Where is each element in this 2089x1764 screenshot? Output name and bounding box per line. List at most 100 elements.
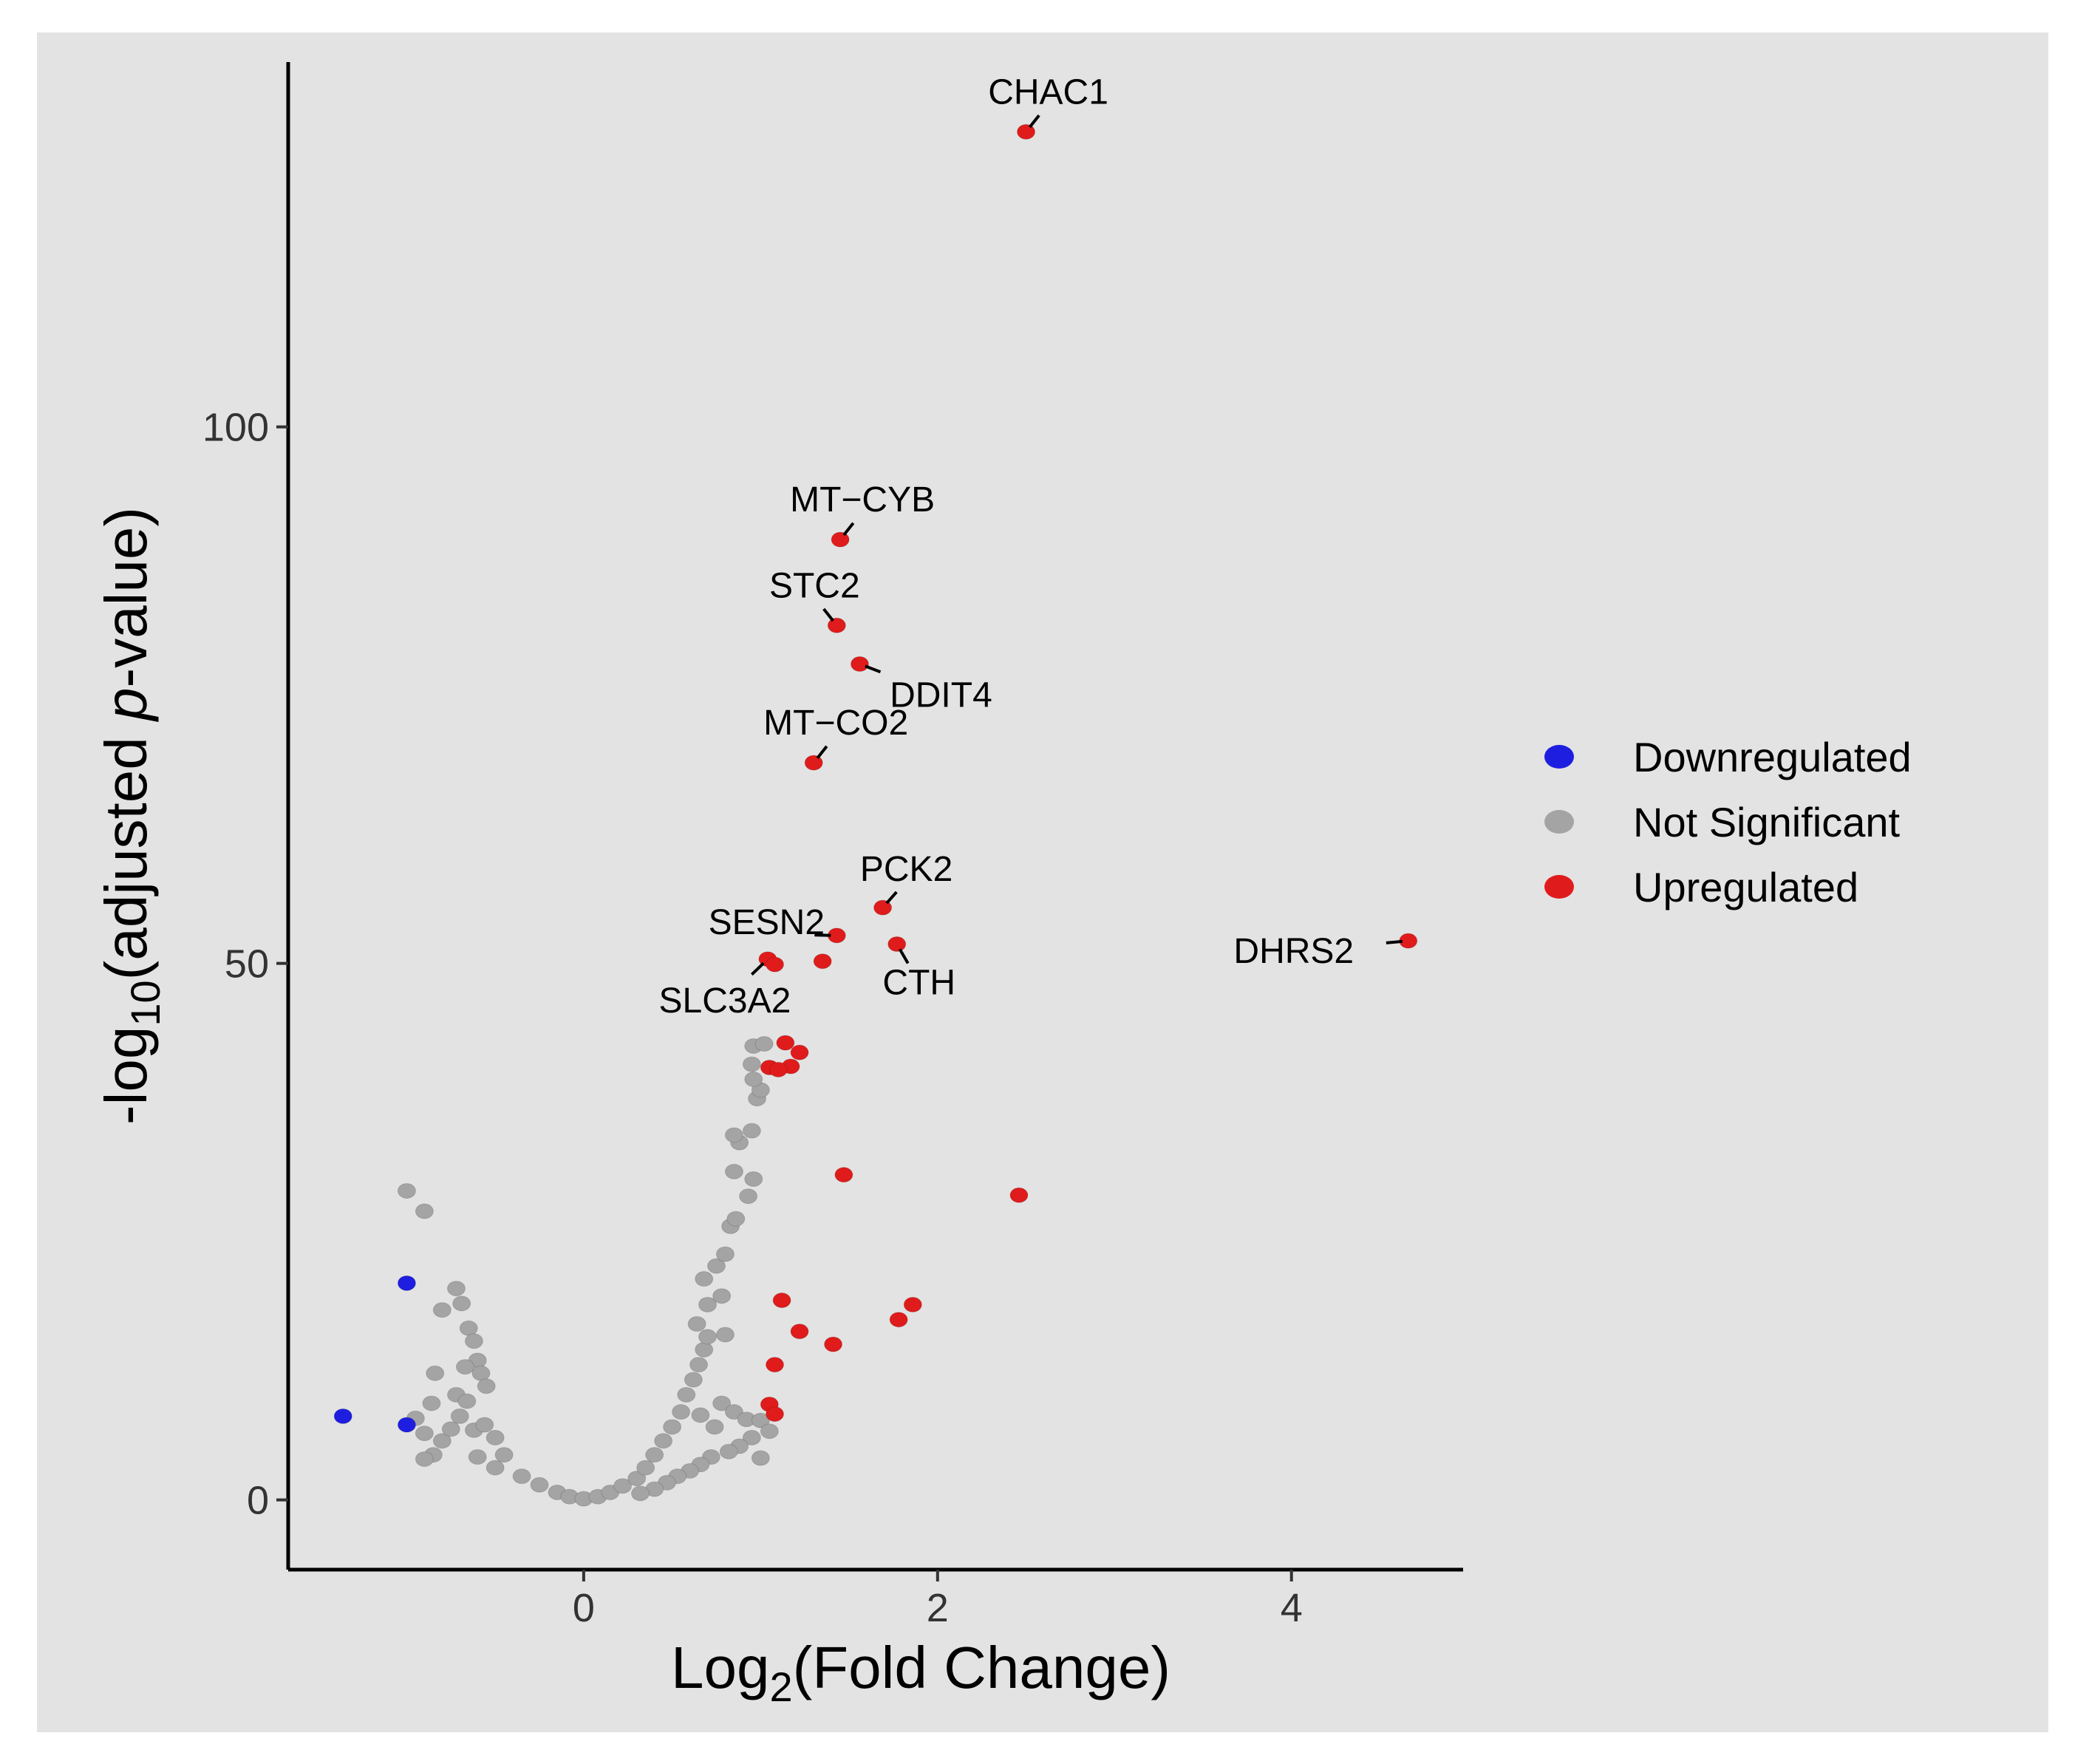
chart-panel: CHAC1 MT−CYB STC2 DDIT4 MT−CO2 PCK2 SESN2 CTH DH…: [37, 33, 2048, 1732]
upregulated-point: [887, 936, 907, 953]
legend-key-not-significant: [1544, 810, 1574, 834]
not-significant-point: [446, 1281, 466, 1297]
y-tick-label: 0: [247, 1479, 269, 1523]
gene-label: PCK2: [860, 850, 953, 889]
not-significant-point: [464, 1333, 483, 1349]
not-significant-point: [441, 1421, 460, 1437]
not-significant-point: [724, 1127, 743, 1143]
not-significant-point: [726, 1210, 746, 1227]
x-axis-ticks: 0 2 4: [573, 1570, 1303, 1630]
legend-key-upregulated: [1544, 875, 1574, 899]
label-leader-line: [899, 948, 910, 964]
not-significant-point: [739, 1188, 758, 1205]
not-significant-point: [689, 1357, 709, 1373]
upregulated-point: [766, 1357, 785, 1373]
upregulated-point: [831, 531, 850, 548]
x-tick-label: 2: [927, 1586, 949, 1630]
not-significant-point: [432, 1302, 451, 1318]
upregulated-point: [1009, 1187, 1029, 1203]
not-significant-point: [485, 1429, 505, 1445]
label-leader-line: [865, 664, 882, 674]
not-significant-point: [636, 1460, 655, 1476]
not-significant-point: [455, 1359, 474, 1375]
gene-label: SLC3A2: [659, 981, 791, 1021]
not-significant-point: [530, 1477, 549, 1493]
not-significant-point: [751, 1450, 770, 1466]
downregulated-point: [397, 1275, 416, 1291]
not-significant-point: [450, 1408, 469, 1424]
not-significant-point: [724, 1163, 743, 1179]
not-significant-point: [691, 1407, 710, 1423]
not-significant-point: [705, 1419, 724, 1435]
x-axis-title: Log2(Fold Change): [671, 1635, 1170, 1710]
not-significant-point: [494, 1447, 514, 1463]
label-leader-line: [842, 522, 855, 537]
not-significant-point: [760, 1423, 779, 1440]
gene-label: CHAC1: [988, 72, 1108, 112]
not-significant-point: [485, 1460, 505, 1476]
x-tick-label: 4: [1281, 1586, 1303, 1630]
not-significant-point: [706, 1258, 726, 1274]
upregulated-point: [824, 1336, 843, 1352]
label-leader-line: [816, 745, 828, 760]
upregulated-point: [804, 755, 823, 771]
not-significant-point: [672, 1404, 691, 1420]
upregulated-point: [790, 1044, 809, 1060]
y-axis-title: -log10(adjusted p-value): [93, 507, 168, 1125]
not-significant-point: [627, 1471, 647, 1487]
upregulated-point: [834, 1167, 853, 1183]
y-tick-label: 100: [202, 406, 269, 450]
upregulated-point: [790, 1324, 809, 1340]
points-layer: [333, 123, 1418, 1507]
upregulated-point: [769, 1061, 788, 1077]
legend-label-not-significant: Not Significant: [1633, 799, 1901, 845]
not-significant-point: [715, 1246, 735, 1262]
upregulated-point: [889, 1312, 908, 1328]
not-significant-point: [751, 1412, 770, 1428]
upregulated-point: [1017, 123, 1036, 140]
not-significant-point: [426, 1365, 445, 1381]
upregulated-point: [850, 656, 869, 672]
not-significant-point: [677, 1386, 696, 1403]
legend: Downregulated Not Significant Upregulated: [1544, 734, 1912, 910]
not-significant-point: [415, 1203, 434, 1219]
gene-label: CTH: [882, 964, 955, 1003]
not-significant-point: [432, 1433, 451, 1449]
not-significant-point: [613, 1478, 633, 1494]
not-significant-point: [744, 1071, 763, 1087]
not-significant-point: [475, 1417, 494, 1433]
upregulated-point: [776, 1035, 795, 1051]
upregulated-point: [813, 953, 832, 970]
not-significant-point: [415, 1451, 434, 1467]
not-significant-point: [663, 1419, 682, 1435]
gene-label: DDIT4: [890, 676, 992, 715]
not-significant-point: [719, 1443, 738, 1460]
not-significant-point: [477, 1378, 496, 1394]
not-significant-point: [452, 1295, 471, 1312]
upregulated-point: [766, 956, 785, 973]
not-significant-point: [654, 1433, 673, 1449]
downregulated-point: [333, 1408, 352, 1424]
label-leaders: [750, 114, 1403, 976]
y-tick-label: 50: [225, 942, 269, 987]
upregulated-point: [873, 899, 893, 916]
not-significant-point: [695, 1271, 714, 1287]
not-significant-point: [744, 1171, 763, 1187]
gene-label: MT−CYB: [790, 480, 935, 520]
label-leader-line: [1028, 114, 1040, 129]
upregulated-point: [903, 1296, 922, 1312]
not-significant-point: [631, 1485, 650, 1502]
label-leader-line: [750, 961, 765, 976]
not-significant-point: [715, 1327, 735, 1343]
not-significant-point: [468, 1449, 487, 1465]
legend-key-downregulated: [1544, 745, 1574, 769]
upregulated-point: [766, 1406, 785, 1422]
not-significant-point: [695, 1341, 714, 1358]
not-significant-point: [512, 1468, 531, 1485]
not-significant-point: [645, 1447, 664, 1463]
not-significant-point: [724, 1404, 743, 1420]
legend-label-upregulated: Upregulated: [1633, 864, 1858, 910]
not-significant-point: [742, 1056, 761, 1072]
y-axis-ticks: 0 50 100: [202, 406, 288, 1523]
